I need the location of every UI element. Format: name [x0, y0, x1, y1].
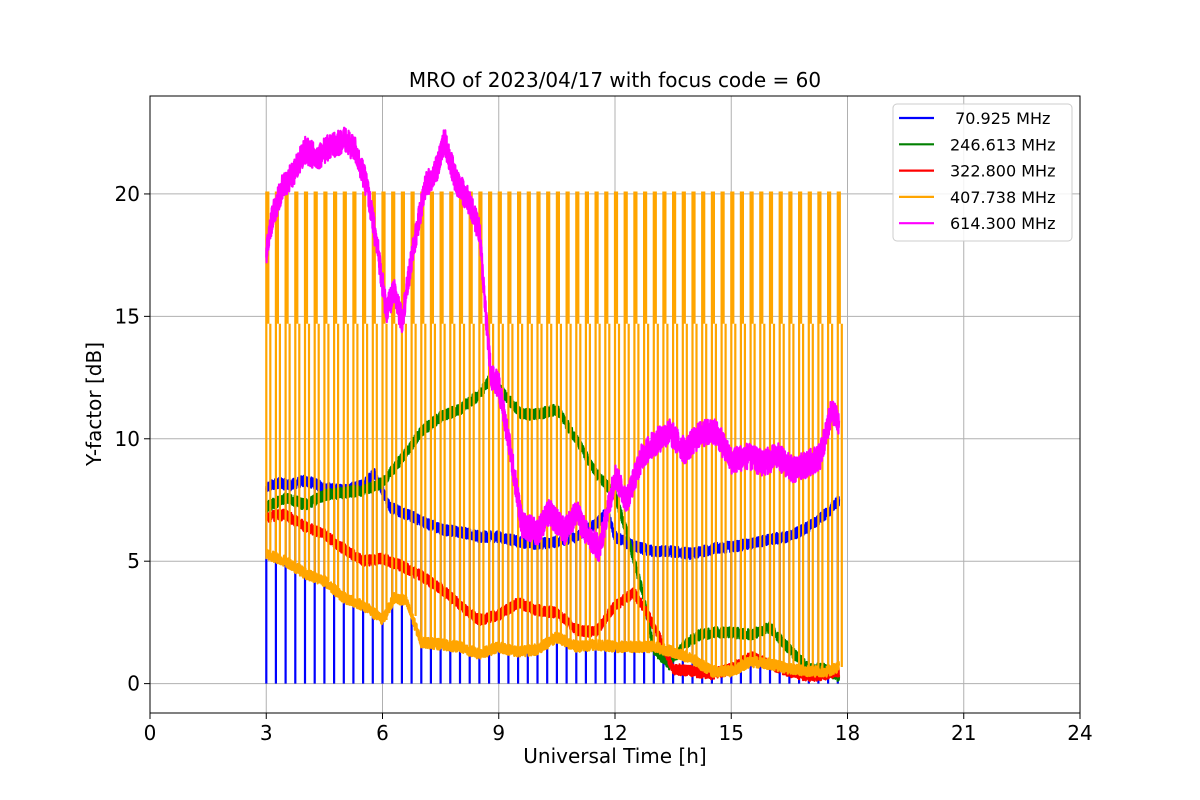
- y-tick-label: 10: [115, 427, 140, 451]
- x-axis-label: Universal Time [h]: [523, 744, 706, 768]
- legend-label: 70.925 MHz: [950, 109, 1050, 128]
- x-tick-label: 15: [719, 721, 744, 745]
- x-tick-label: 21: [951, 721, 976, 745]
- legend-label: 407.738 MHz: [950, 188, 1055, 207]
- legend-label: 322.800 MHz: [950, 162, 1055, 181]
- y-tick-label: 5: [127, 549, 140, 573]
- series-line: [265, 508, 841, 683]
- series-246-613-mhz: [265, 371, 841, 682]
- series-line: [265, 126, 841, 563]
- y-tick-label: 15: [115, 304, 140, 328]
- axis-ticks: 0 3 6 9 12 15 18 21 24 0 5 10 15 20: [115, 182, 1093, 745]
- x-tick-label: 24: [1067, 721, 1092, 745]
- series-line: [265, 371, 841, 682]
- y-tick-label: 20: [115, 182, 140, 206]
- series-line: [265, 468, 841, 560]
- series-line: [265, 547, 841, 678]
- calibration-spikes: [265, 191, 843, 672]
- series-322-800-mhz: [265, 508, 841, 683]
- legend-label: 246.613 MHz: [950, 135, 1055, 154]
- x-tick-label: 3: [260, 721, 273, 745]
- x-tick-label: 6: [376, 721, 389, 745]
- series-group: [265, 126, 843, 684]
- legend-label: 614.300 MHz: [950, 214, 1055, 233]
- x-tick-label: 0: [144, 721, 157, 745]
- y-tick-label: 0: [127, 672, 140, 696]
- legend-box: [892, 103, 1073, 242]
- chart-title: MRO of 2023/04/17 with focus code = 60: [409, 68, 821, 92]
- series-407-738-mhz: [265, 191, 843, 678]
- x-tick-label: 12: [602, 721, 627, 745]
- series-614-300-mhz: [265, 126, 841, 563]
- x-tick-label: 18: [835, 721, 860, 745]
- x-tick-label: 9: [492, 721, 505, 745]
- y-axis-label: Y-factor [dB]: [82, 342, 106, 467]
- legend: 70.925 MHz 246.613 MHz 322.800 MHz 407.738 …: [892, 103, 1073, 242]
